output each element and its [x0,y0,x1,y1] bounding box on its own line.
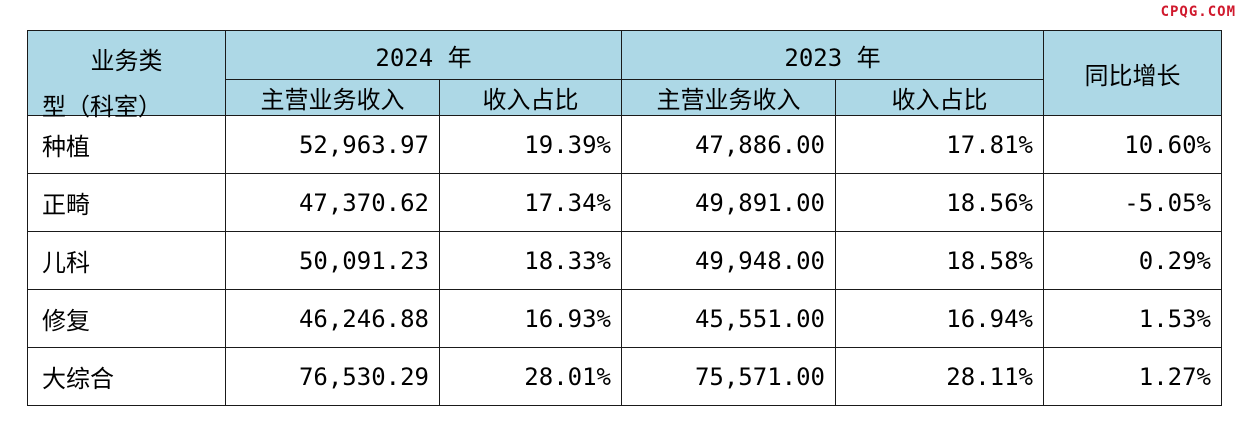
table-row: 正畸 47,370.62 17.34% 49,891.00 18.56% -5.… [27,173,1222,232]
revenue-table: 业务类 型（科室） 2024 年 2023 年 同比增长 主营业务收入 收入占比… [27,30,1222,406]
revenue-2024-cell: 46,246.88 [225,289,440,348]
revenue-2023-header: 主营业务收入 [621,79,836,116]
share-2024-cell: 17.34% [439,173,622,232]
revenue-2023-cell: 45,551.00 [621,289,836,348]
category-cell: 正畸 [27,173,226,232]
category-cell: 大综合 [27,347,226,406]
year-2024-header: 2024 年 [225,30,622,80]
share-2023-cell: 16.94% [835,289,1044,348]
yoy-cell: 0.29% [1043,231,1222,290]
share-2024-cell: 19.39% [439,115,622,174]
business-type-header: 业务类 型（科室） [27,30,226,121]
share-2024-cell: 18.33% [439,231,622,290]
revenue-2023-cell: 49,891.00 [621,173,836,232]
business-type-header-line1: 业务类 [90,47,163,75]
table-row: 种植 52,963.97 19.39% 47,886.00 17.81% 10.… [27,115,1222,174]
share-2023-header: 收入占比 [835,79,1044,116]
revenue-2023-cell: 47,886.00 [621,115,836,174]
share-2023-cell: 17.81% [835,115,1044,174]
yoy-cell: -5.05% [1043,173,1222,232]
header-row-metrics: 主营业务收入 收入占比 主营业务收入 收入占比 [28,79,1222,116]
revenue-2024-cell: 52,963.97 [225,115,440,174]
yoy-cell: 10.60% [1043,115,1222,174]
business-type-header-line2: 型（科室） [42,93,162,121]
share-2024-header: 收入占比 [439,79,622,116]
category-cell: 修复 [27,289,226,348]
share-2023-cell: 28.11% [835,347,1044,406]
yoy-header: 同比增长 [1043,30,1222,116]
table-row: 儿科 50,091.23 18.33% 49,948.00 18.58% 0.2… [27,231,1222,290]
yoy-cell: 1.27% [1043,347,1222,406]
share-2024-cell: 16.93% [439,289,622,348]
header-row-years: 业务类 型（科室） 2024 年 2023 年 同比增长 [27,30,1222,121]
category-cell: 种植 [27,115,226,174]
revenue-2023-cell: 75,571.00 [621,347,836,406]
revenue-2024-cell: 47,370.62 [225,173,440,232]
share-2023-cell: 18.58% [835,231,1044,290]
share-2024-cell: 28.01% [439,347,622,406]
table-row: 修复 46,246.88 16.93% 45,551.00 16.94% 1.5… [27,289,1222,348]
revenue-2023-cell: 49,948.00 [621,231,836,290]
yoy-cell: 1.53% [1043,289,1222,348]
revenue-2024-cell: 76,530.29 [225,347,440,406]
revenue-2024-cell: 50,091.23 [225,231,440,290]
table-row: 大综合 76,530.29 28.01% 75,571.00 28.11% 1.… [27,347,1222,406]
share-2023-cell: 18.56% [835,173,1044,232]
year-2023-header: 2023 年 [621,30,1044,80]
revenue-2024-header: 主营业务收入 [225,79,440,116]
category-cell: 儿科 [27,231,226,290]
watermark: CPQG.COM [1160,4,1236,20]
